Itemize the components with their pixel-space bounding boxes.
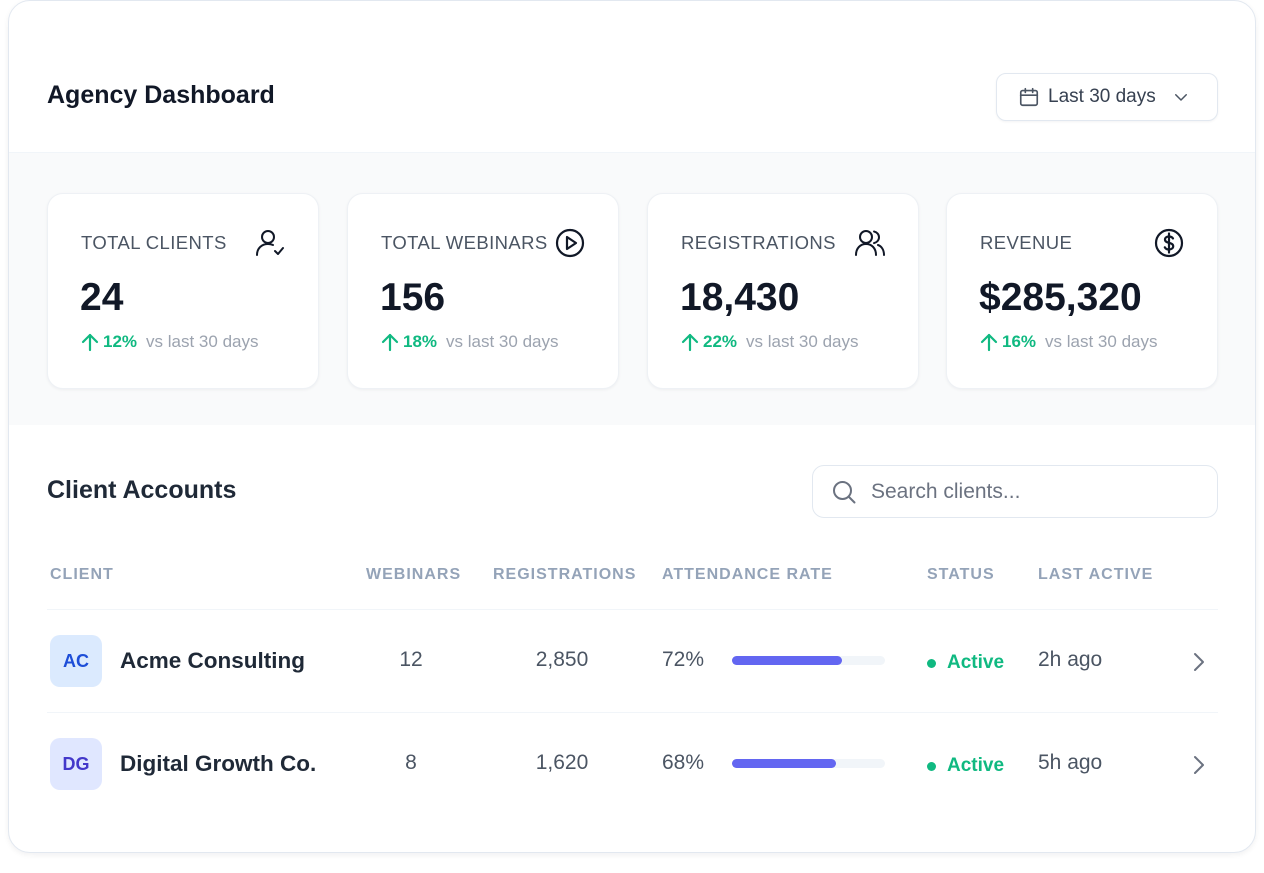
column-header-registrations: REGISTRATIONS xyxy=(493,566,637,583)
avatar: AC xyxy=(50,635,102,687)
status-badge: Active xyxy=(927,755,1004,777)
table-divider xyxy=(47,609,1218,610)
stat-trend: 12% vs last 30 days xyxy=(81,332,258,352)
stat-change: 18% xyxy=(403,332,438,351)
stat-value: 156 xyxy=(380,276,446,319)
search-input[interactable] xyxy=(871,479,1191,504)
users-icon xyxy=(855,230,885,256)
status-label: Active xyxy=(947,652,1005,673)
chevron-right-icon[interactable] xyxy=(1190,649,1208,675)
stat-comparison: vs last 30 days xyxy=(746,332,859,351)
stat-label: REVENUE xyxy=(980,232,1073,253)
status-dot xyxy=(927,658,936,668)
dashboard-card: Agency Dashboard Last 30 days TOTAL CLIE… xyxy=(8,0,1256,853)
stat-change: 12% xyxy=(103,332,138,351)
avatar: DG xyxy=(50,738,102,790)
arrow-up-icon xyxy=(381,333,399,352)
chevron-right-icon[interactable] xyxy=(1190,752,1208,778)
column-header-status: STATUS xyxy=(927,566,995,583)
stat-trend: 18% vs last 30 days xyxy=(381,332,558,352)
attendance-rate-value: 72% xyxy=(662,648,705,671)
stat-label: REGISTRATIONS xyxy=(681,232,836,253)
client-name: Digital Growth Co. xyxy=(120,751,317,776)
stats-section: TOTAL CLIENTS 24 12% vs last 30 days TOT… xyxy=(9,153,1255,425)
arrow-up-icon xyxy=(681,333,699,352)
status-badge: Active xyxy=(927,652,1004,674)
stat-comparison: vs last 30 days xyxy=(146,332,259,351)
stat-change: 16% xyxy=(1002,332,1037,351)
arrow-up-icon xyxy=(980,333,998,352)
user-check-icon xyxy=(256,230,284,256)
stat-comparison: vs last 30 days xyxy=(1045,332,1158,351)
webinars-count: 8 xyxy=(405,751,417,774)
stat-change: 22% xyxy=(703,332,738,351)
stat-card-total-clients: TOTAL CLIENTS 24 12% vs last 30 days xyxy=(47,193,319,389)
column-header-client: CLIENT xyxy=(50,566,114,583)
column-header-attendance-rate: ATTENDANCE RATE xyxy=(662,566,833,583)
attendance-progress-bar xyxy=(732,759,885,768)
stat-card-total-webinars: TOTAL WEBINARS 156 18% vs last 30 days xyxy=(347,193,619,389)
date-range-label: Last 30 days xyxy=(1048,86,1156,107)
date-range-dropdown[interactable]: Last 30 days xyxy=(996,73,1218,121)
table-row[interactable]: AC Acme Consulting 12 2,850 72% Active 2… xyxy=(9,609,1255,712)
play-circle-icon xyxy=(555,228,585,258)
registrations-count: 2,850 xyxy=(535,648,589,671)
stat-value: 24 xyxy=(80,276,124,319)
stat-value: $285,320 xyxy=(979,276,1142,319)
registrations-count: 1,620 xyxy=(535,751,589,774)
stat-value: 18,430 xyxy=(680,276,800,319)
stat-label: TOTAL CLIENTS xyxy=(81,232,227,253)
last-active: 2h ago xyxy=(1038,648,1103,671)
webinars-count: 12 xyxy=(399,648,423,671)
stat-comparison: vs last 30 days xyxy=(446,332,559,351)
status-label: Active xyxy=(947,755,1005,776)
search-box[interactable] xyxy=(812,465,1218,518)
attendance-rate-value: 68% xyxy=(662,751,705,774)
column-header-last-active: LAST ACTIVE xyxy=(1038,566,1154,583)
attendance-progress-fill xyxy=(732,759,837,768)
client-name: Acme Consulting xyxy=(120,648,306,673)
column-header-webinars: WEBINARS xyxy=(366,566,462,583)
attendance-progress-bar xyxy=(732,656,885,665)
last-active: 5h ago xyxy=(1038,751,1103,774)
status-dot xyxy=(927,761,936,771)
stat-card-revenue: REVENUE $285,320 16% vs last 30 days xyxy=(946,193,1218,389)
arrow-up-icon xyxy=(81,333,99,352)
table-row[interactable]: DG Digital Growth Co. 8 1,620 68% Active… xyxy=(9,712,1255,815)
stat-trend: 16% vs last 30 days xyxy=(980,332,1157,352)
table-divider xyxy=(47,712,1218,713)
chevron-down-icon xyxy=(1174,94,1187,101)
dollar-circle-icon xyxy=(1154,228,1184,258)
stat-card-registrations: REGISTRATIONS 18,430 22% vs last 30 days xyxy=(647,193,919,389)
calendar-icon xyxy=(1019,87,1039,107)
dashboard-header: Agency Dashboard Last 30 days xyxy=(9,1,1255,153)
stat-label: TOTAL WEBINARS xyxy=(381,232,548,253)
stat-trend: 22% vs last 30 days xyxy=(681,332,858,352)
page-title: Agency Dashboard xyxy=(47,81,275,109)
attendance-progress-fill xyxy=(732,656,843,665)
search-icon xyxy=(833,480,856,503)
section-title: Client Accounts xyxy=(47,476,237,504)
